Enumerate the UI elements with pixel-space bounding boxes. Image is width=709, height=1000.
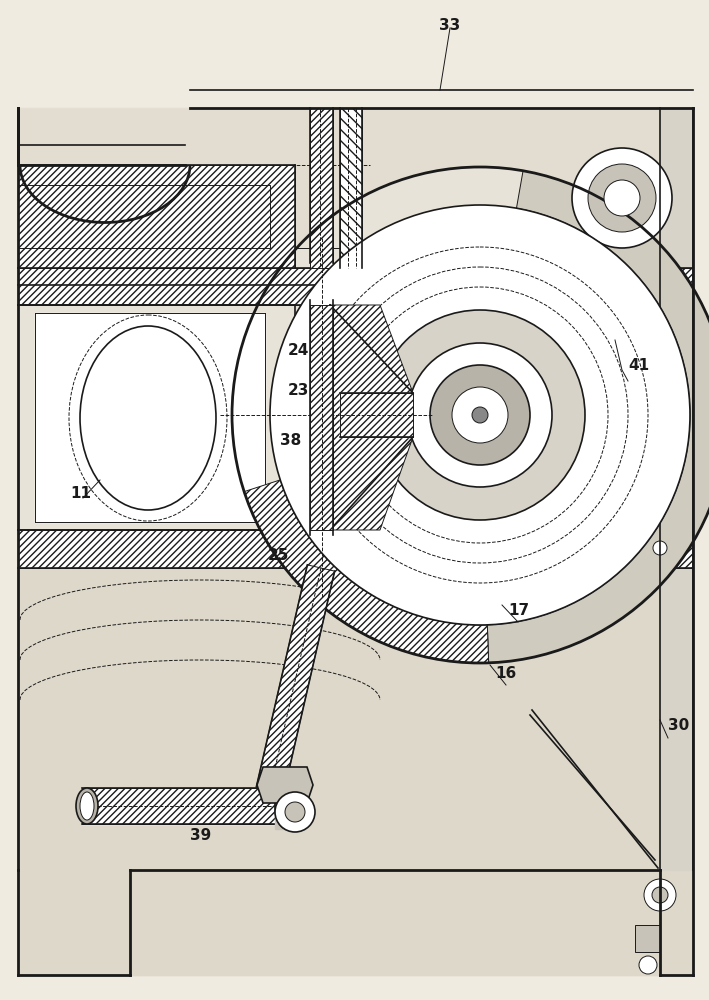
Circle shape: [644, 879, 676, 911]
Circle shape: [375, 310, 585, 520]
Text: 24: 24: [288, 343, 309, 358]
Polygon shape: [635, 925, 660, 952]
Circle shape: [608, 292, 622, 306]
Polygon shape: [340, 393, 413, 437]
Polygon shape: [605, 290, 625, 308]
Polygon shape: [18, 568, 693, 975]
Text: 33: 33: [440, 18, 461, 33]
Wedge shape: [244, 480, 489, 663]
Circle shape: [270, 205, 690, 625]
Circle shape: [408, 343, 552, 487]
Polygon shape: [275, 783, 300, 829]
Circle shape: [272, 207, 688, 623]
Text: 25: 25: [268, 548, 289, 563]
Polygon shape: [310, 305, 333, 530]
Polygon shape: [18, 530, 693, 568]
Ellipse shape: [80, 792, 94, 820]
Circle shape: [604, 180, 640, 216]
Circle shape: [232, 167, 709, 663]
Circle shape: [572, 148, 672, 248]
Circle shape: [601, 466, 649, 514]
Text: 38: 38: [280, 433, 301, 448]
Polygon shape: [330, 305, 413, 530]
Polygon shape: [18, 165, 295, 268]
Ellipse shape: [275, 783, 299, 829]
Polygon shape: [660, 108, 693, 870]
Circle shape: [639, 956, 657, 974]
Ellipse shape: [76, 788, 98, 824]
Circle shape: [653, 541, 667, 555]
Polygon shape: [18, 185, 270, 248]
Polygon shape: [257, 767, 313, 803]
Polygon shape: [82, 788, 275, 824]
Text: 17: 17: [508, 603, 529, 618]
Polygon shape: [310, 108, 333, 268]
Circle shape: [275, 792, 315, 832]
Polygon shape: [340, 108, 362, 268]
Polygon shape: [18, 268, 693, 305]
Text: 39: 39: [190, 828, 211, 843]
Circle shape: [588, 164, 656, 232]
Wedge shape: [487, 171, 709, 663]
Polygon shape: [257, 565, 335, 793]
Text: 16: 16: [495, 666, 516, 681]
Polygon shape: [35, 313, 265, 522]
Circle shape: [452, 387, 508, 443]
Text: 41: 41: [628, 358, 649, 373]
Polygon shape: [340, 393, 413, 437]
Circle shape: [430, 365, 530, 465]
Text: 30: 30: [668, 718, 689, 733]
Circle shape: [611, 476, 639, 504]
Circle shape: [472, 407, 488, 423]
Circle shape: [285, 802, 305, 822]
Polygon shape: [18, 305, 295, 530]
Circle shape: [652, 887, 668, 903]
Text: 11: 11: [70, 486, 91, 501]
Text: 23: 23: [288, 383, 309, 398]
Polygon shape: [18, 108, 693, 975]
Polygon shape: [82, 788, 275, 824]
Polygon shape: [18, 108, 693, 975]
